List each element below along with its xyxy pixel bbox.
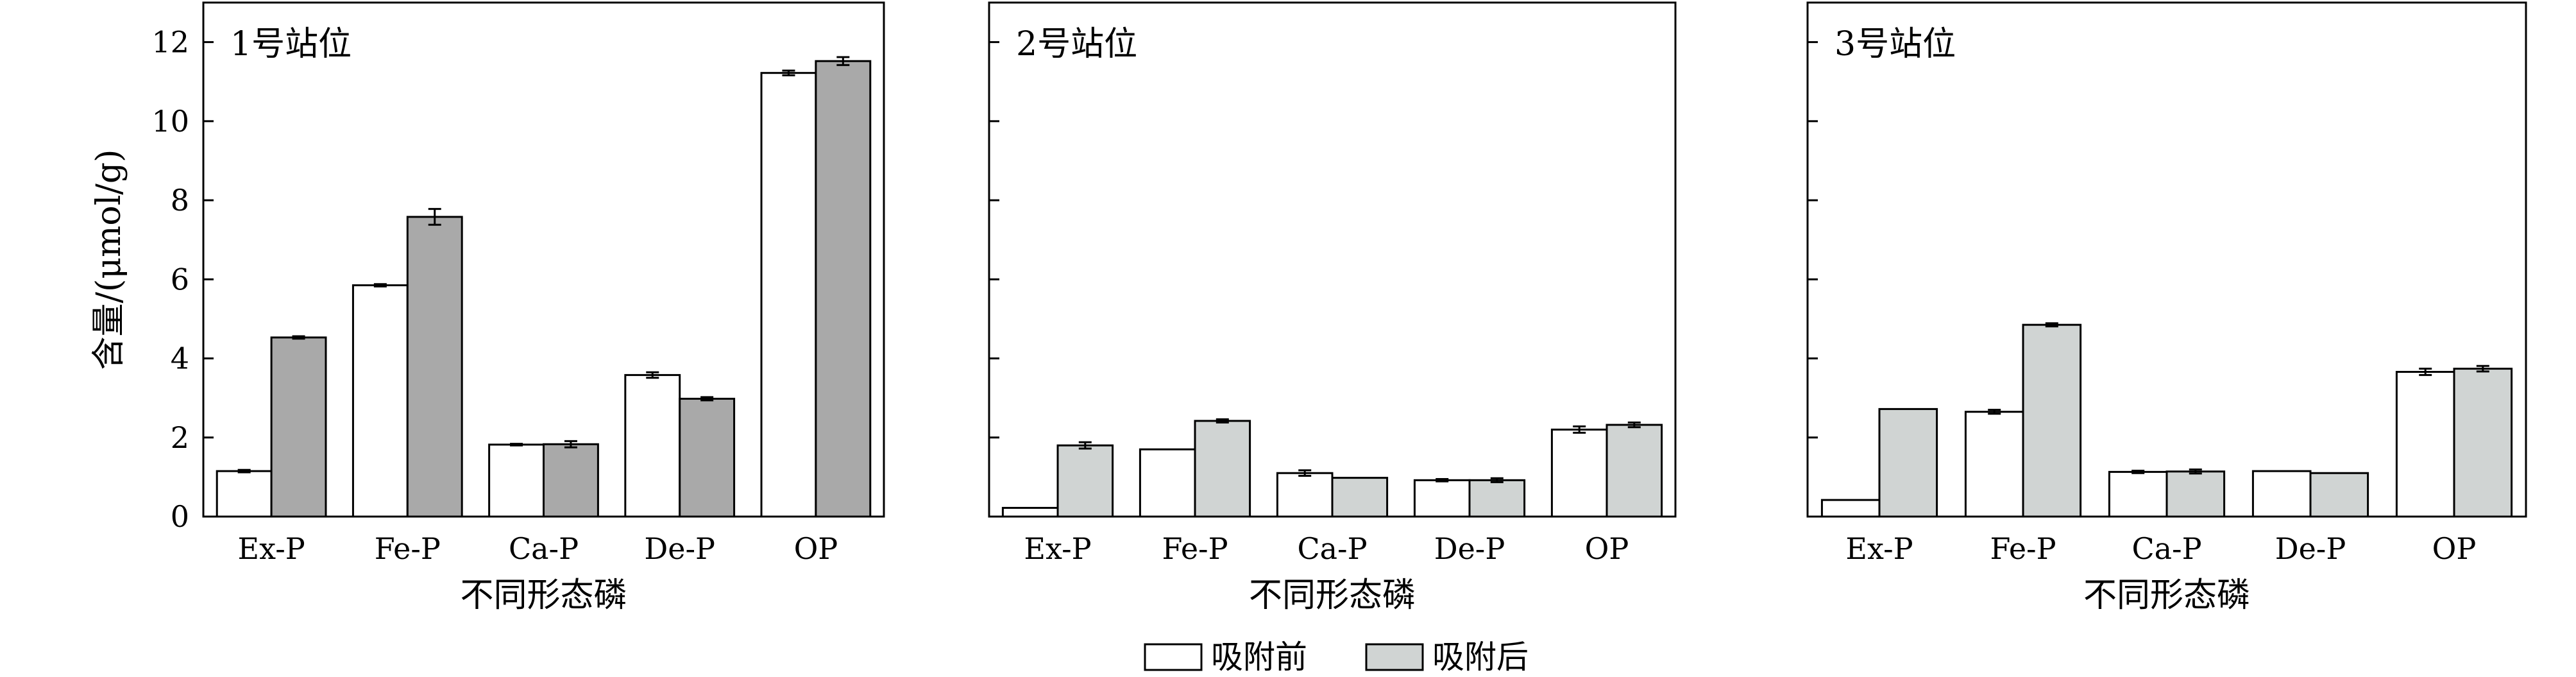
error-bar (1988, 409, 2001, 415)
bar-after-de-p (1468, 479, 1526, 518)
error-bar (237, 468, 251, 474)
error-bar (700, 396, 714, 402)
x-tick-label: De-P (2275, 531, 2346, 566)
x-tick-label: Fe-P (375, 531, 441, 566)
y-tick-label: 4 (171, 341, 189, 376)
error-bar (1436, 477, 1449, 483)
bar-after-ca-p (2165, 470, 2226, 518)
error-bar (646, 371, 659, 379)
bar-after-ca-p (1331, 477, 1389, 518)
x-tick-label: Fe-P (1990, 531, 2056, 566)
legend: 吸附前 吸附后 (1144, 638, 1529, 676)
error-bar (1627, 421, 1641, 429)
x-tick-label: Ca-P (2131, 531, 2201, 566)
legend-swatch-before (1144, 643, 1203, 671)
error-bar (1216, 418, 1229, 424)
bar-before-ex-p (216, 470, 273, 518)
x-tick-label: Fe-P (1162, 531, 1228, 566)
x-tick-label: OP (2432, 531, 2477, 566)
error-bar (1573, 425, 1586, 434)
error-bar (2131, 470, 2145, 474)
x-tick-label: De-P (644, 531, 715, 566)
bar-before-de-p (624, 373, 681, 518)
bar-after-ca-p (543, 443, 599, 518)
legend-label-after: 吸附后 (1432, 638, 1529, 676)
bar-before-op (1550, 428, 1608, 518)
bar-after-ex-p (270, 336, 327, 518)
y-tick-label: 6 (171, 262, 189, 296)
y-tick-label: 10 (151, 104, 189, 139)
error-bar (2189, 468, 2202, 475)
bar-after-de-p (2309, 472, 2369, 518)
error-bar (564, 440, 577, 449)
panel-title: 1号站位 (230, 25, 352, 64)
x-axis-title: 不同形态磷 (460, 576, 627, 615)
error-bar (836, 56, 850, 66)
error-bar (782, 69, 795, 76)
bar-after-op (2453, 368, 2513, 518)
x-tick-label: De-P (1434, 531, 1505, 566)
error-bar (2419, 368, 2432, 376)
y-tick-label: 12 (151, 25, 189, 60)
panel-title: 3号站位 (1835, 25, 1956, 64)
bar-before-ca-p (1276, 472, 1334, 518)
x-tick-label: Ca-P (509, 531, 579, 566)
x-tick-label: Ca-P (1297, 531, 1367, 566)
y-tick-label: 8 (171, 183, 189, 218)
bar-before-fe-p (1964, 411, 2024, 518)
bar-after-fe-p (2022, 323, 2082, 518)
error-bar (510, 443, 523, 447)
bar-before-ex-p (1001, 506, 1059, 518)
y-tick-label: 2 (171, 420, 189, 455)
bar-before-ca-p (488, 443, 545, 518)
bar-before-de-p (2251, 470, 2312, 518)
error-bar (1298, 469, 1312, 477)
bar-after-fe-p (406, 216, 463, 518)
bar-before-ex-p (1820, 499, 1881, 518)
bar-before-fe-p (352, 284, 409, 518)
error-bar (2476, 364, 2489, 373)
bar-after-op (1606, 424, 1663, 518)
legend-swatch-after (1365, 643, 1424, 671)
x-tick-label: Ex-P (1845, 531, 1913, 566)
error-bar (373, 283, 387, 287)
bar-before-ca-p (2108, 470, 2168, 518)
error-bar (1490, 477, 1504, 483)
x-tick-label: Ex-P (237, 531, 305, 566)
bar-before-op (760, 72, 817, 518)
x-tick-label: OP (794, 531, 838, 566)
error-bar (292, 335, 305, 340)
error-bar (428, 208, 441, 226)
x-axis-title: 不同形态磷 (2083, 576, 2250, 615)
bar-after-ex-p (1878, 407, 1938, 518)
bar-after-ex-p (1056, 444, 1114, 518)
x-axis-title: 不同形态磷 (1249, 576, 1416, 615)
error-bar (2045, 322, 2058, 328)
y-tick-label: 0 (171, 499, 189, 534)
bar-after-fe-p (1194, 420, 1251, 518)
bar-before-fe-p (1139, 448, 1196, 518)
legend-label-before: 吸附前 (1211, 638, 1307, 676)
bar-before-de-p (1413, 479, 1471, 518)
bar-before-op (2395, 370, 2455, 518)
x-tick-label: OP (1585, 531, 1629, 566)
error-bar (1078, 441, 1092, 450)
y-axis-title: 含量/(μmol/g) (90, 150, 128, 370)
bar-after-de-p (679, 397, 736, 518)
panel-title: 2号站位 (1016, 25, 1137, 64)
x-tick-label: Ex-P (1024, 531, 1091, 566)
bar-after-op (815, 60, 872, 518)
